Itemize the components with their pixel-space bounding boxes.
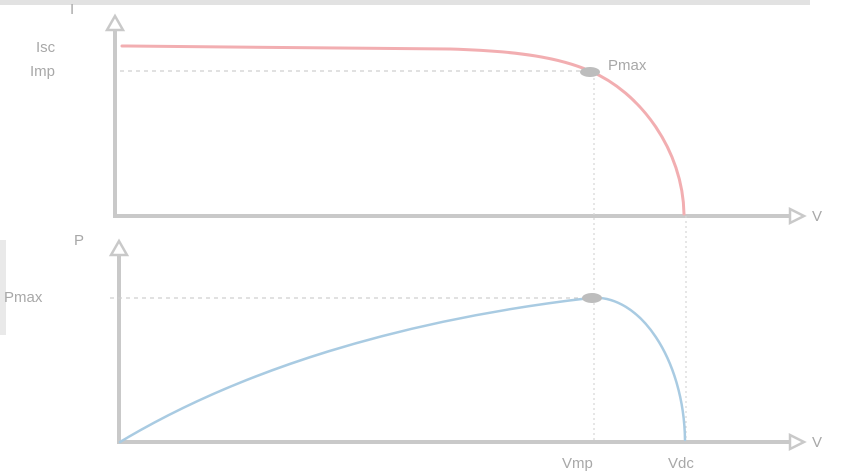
isc-label: Isc — [36, 39, 56, 56]
vmp-label: Vmp — [562, 455, 593, 472]
iv-y-axis-arrow-icon — [104, 13, 126, 32]
iv-pmax-label: Pmax — [608, 57, 647, 74]
iv-x-axis-arrow-icon — [788, 206, 807, 226]
top-border-strip — [0, 0, 810, 5]
pv-curve — [118, 296, 687, 444]
imp-label: Imp — [30, 63, 55, 80]
pv-x-axis-label: V — [812, 434, 822, 451]
iv-x-axis-label: V — [812, 208, 822, 225]
left-border-strip — [0, 240, 6, 335]
pv-x-axis-arrow-icon — [788, 432, 807, 452]
pv-y-axis-arrow-icon — [108, 238, 130, 257]
voc-label: Vdc — [668, 455, 694, 472]
pv-pmax-axis-label: Pmax — [4, 289, 43, 306]
pv-pmax-marker — [582, 293, 602, 303]
pv-plot: P V Pmax Vmp Vdc — [4, 232, 822, 472]
pv-y-axis-label: P — [74, 232, 84, 249]
iv-y-axis-label: I — [70, 1, 74, 18]
iv-pmax-marker — [580, 67, 600, 77]
iv-plot: I V Isc Imp Pmax — [30, 1, 822, 226]
